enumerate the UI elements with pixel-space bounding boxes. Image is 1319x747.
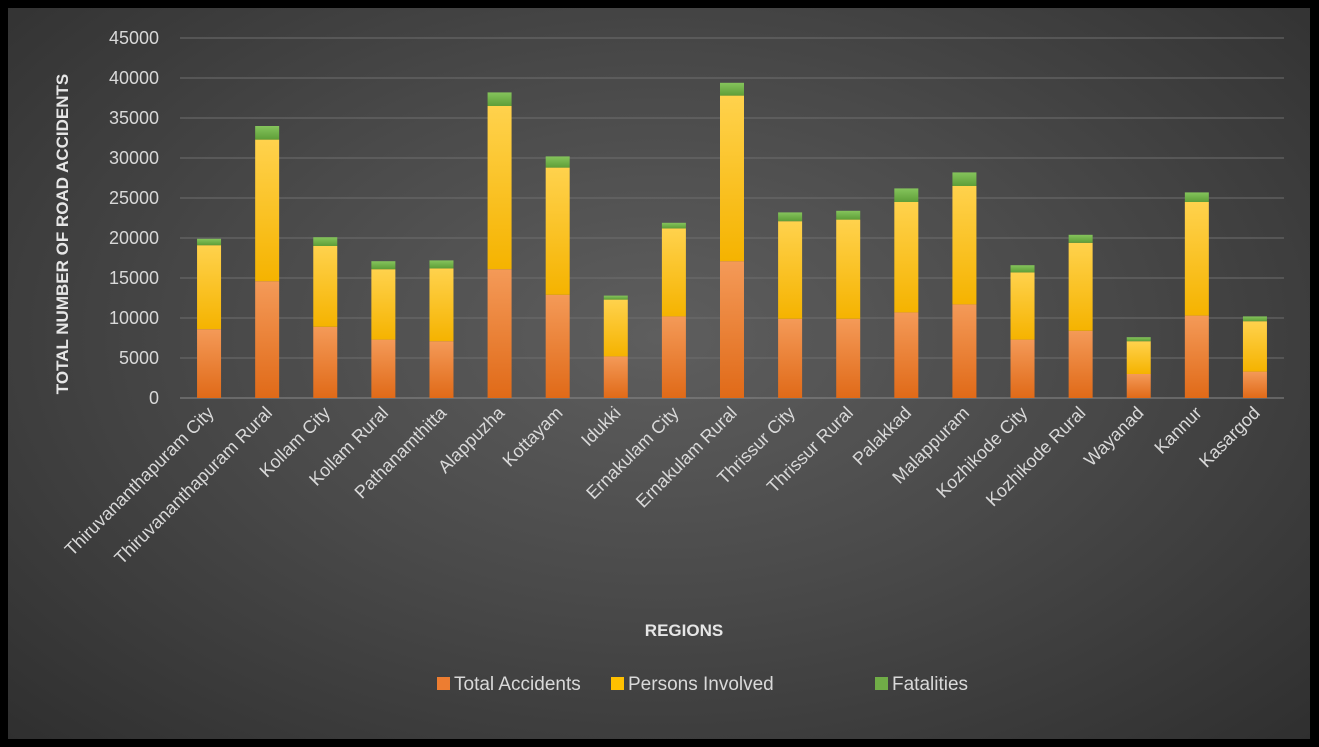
y-tick-label: 35000: [109, 108, 159, 128]
x-category-label: Kannur: [1150, 403, 1205, 458]
legend-label: Total Accidents: [454, 674, 581, 695]
x-axis-category-labels: Thiruvananthapuram CityThiruvananthapura…: [61, 402, 1264, 568]
bar-persons-involved: [1184, 202, 1209, 316]
legend: Total Accidents Persons Involved Fatalitie…: [437, 674, 968, 695]
y-tick-label: 45000: [109, 28, 159, 48]
bar-fatalities: [1126, 337, 1151, 342]
y-axis-title: TOTAL NUMBER OF ROAD ACCIDENTS: [53, 74, 72, 394]
y-tick-label: 40000: [109, 68, 159, 88]
bar-total-accidents: [952, 304, 977, 398]
bars: [197, 82, 1267, 398]
legend-swatch-persons-involved: [611, 677, 624, 690]
bar-persons-involved: [894, 202, 919, 313]
bar-persons-involved: [487, 106, 512, 270]
bar-total-accidents: [603, 356, 628, 398]
bar-persons-involved: [778, 221, 803, 319]
y-axis-ticks: 0 5000 10000 15000 20000 25000 30000 35000 40000…: [109, 28, 159, 408]
legend-swatch-fatalities: [875, 677, 888, 690]
bar-total-accidents: [313, 326, 338, 398]
bar-fatalities: [429, 260, 454, 269]
x-category-label: Ernakulam Rural: [632, 403, 741, 512]
legend-label: Persons Involved: [628, 674, 774, 695]
legend-label: Fatalities: [892, 674, 968, 695]
bar-total-accidents: [255, 281, 280, 398]
bar-persons-involved: [429, 268, 454, 342]
bar-persons-involved: [371, 269, 396, 340]
bar-persons-involved: [197, 245, 222, 330]
bar-fatalities: [1184, 192, 1209, 202]
bar-fatalities: [545, 156, 570, 168]
x-category-label: Kasargod: [1195, 403, 1264, 472]
bar-persons-involved: [603, 299, 628, 357]
bar-total-accidents: [1010, 339, 1035, 398]
bar-total-accidents: [894, 312, 919, 398]
y-tick-label: 10000: [109, 308, 159, 328]
bar-fatalities: [661, 222, 686, 229]
bar-persons-involved: [720, 95, 744, 262]
chart-area: [8, 8, 1310, 739]
bar-persons-involved: [1242, 321, 1267, 372]
bar-persons-involved: [313, 246, 338, 327]
x-category-label: Idukki: [577, 403, 624, 450]
bar-total-accidents: [1242, 371, 1267, 398]
bar-persons-involved: [952, 186, 977, 305]
bar-persons-involved: [1010, 272, 1035, 340]
bar-total-accidents: [197, 329, 222, 398]
bar-fatalities: [603, 295, 628, 300]
y-tick-label: 5000: [119, 348, 159, 368]
bar-total-accidents: [1126, 374, 1151, 398]
y-tick-label: 20000: [109, 228, 159, 248]
bar-fatalities: [952, 172, 977, 186]
bar-fatalities: [1010, 265, 1035, 273]
y-tick-label: 15000: [109, 268, 159, 288]
x-category-label: Wayanad: [1080, 403, 1147, 470]
bar-fatalities: [836, 210, 861, 220]
bar-total-accidents: [371, 339, 396, 398]
bar-fatalities: [720, 82, 744, 96]
bar-total-accidents: [1184, 315, 1209, 398]
legend-swatch-total-accidents: [437, 677, 450, 690]
bar-total-accidents: [836, 318, 861, 398]
bar-fatalities: [487, 92, 512, 106]
bar-fatalities: [197, 238, 222, 246]
x-axis-title: REGIONS: [645, 621, 723, 640]
x-category-label: Kottayam: [499, 403, 567, 471]
bar-fatalities: [778, 212, 803, 222]
bar-persons-involved: [545, 167, 570, 295]
bar-total-accidents: [778, 318, 803, 398]
y-tick-label: 0: [149, 388, 159, 408]
bar-fatalities: [1068, 234, 1093, 243]
bar-persons-involved: [1068, 242, 1093, 331]
bar-fatalities: [255, 126, 280, 140]
bar-fatalities: [1242, 316, 1267, 322]
bar-fatalities: [371, 261, 396, 270]
bar-persons-involved: [661, 228, 686, 317]
bar-total-accidents: [545, 294, 570, 398]
bar-persons-involved: [1126, 341, 1151, 374]
bar-total-accidents: [661, 316, 686, 398]
bar-total-accidents: [429, 341, 454, 398]
bar-persons-involved: [255, 139, 280, 282]
bar-total-accidents: [1068, 330, 1093, 398]
bar-total-accidents: [720, 261, 744, 398]
x-category-label: Kozhikode Rural: [982, 403, 1090, 511]
y-tick-label: 30000: [109, 148, 159, 168]
bar-total-accidents: [487, 269, 512, 398]
bar-fatalities: [894, 188, 919, 202]
bar-persons-involved: [836, 219, 861, 319]
bar-fatalities: [313, 237, 338, 246]
y-tick-label: 25000: [109, 188, 159, 208]
